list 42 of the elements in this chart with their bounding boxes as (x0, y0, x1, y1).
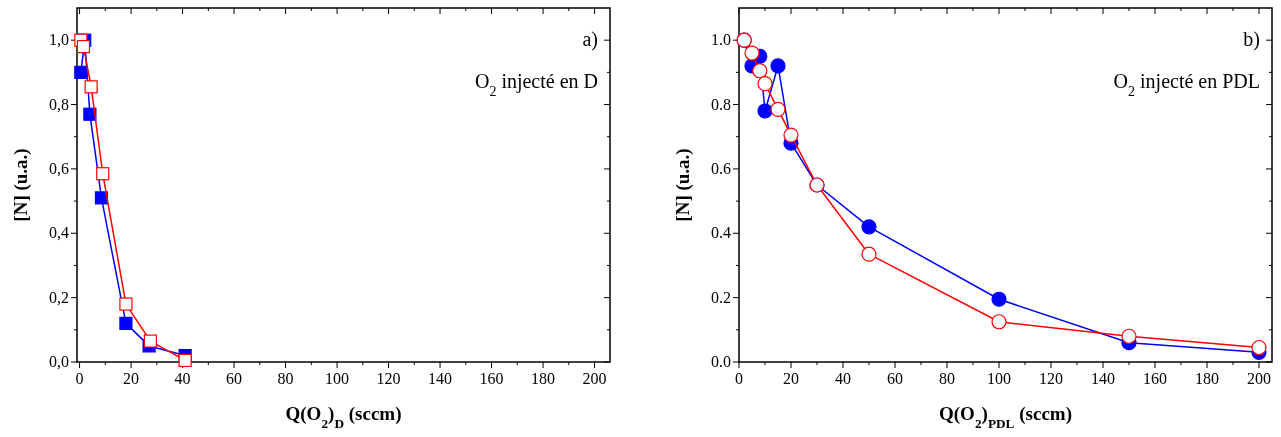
x-tick-label: 160 (1143, 370, 1167, 387)
annotation: O$_{2}$ injecté en D (474, 70, 598, 99)
x-tick-label: 20 (123, 370, 140, 387)
x-tick-label: 20 (783, 370, 799, 387)
annotation: O$_{2}$ injecté en PDL (1113, 70, 1260, 99)
x-axis-title: Q(O$_{2}$)$_{D}$ (sccm) (285, 403, 402, 431)
y-tick-label: 0,8 (49, 95, 69, 113)
y-tick-label: 0,4 (49, 224, 69, 242)
x-tick-label: 100 (325, 370, 350, 387)
y-tick-label: 1.0 (711, 31, 731, 49)
x-tick-label: 0 (735, 370, 743, 387)
x-tick-label: 140 (428, 370, 453, 387)
x-tick-label: 80 (939, 370, 955, 387)
x-tick-label: 160 (479, 370, 504, 387)
y-tick-label: 0,6 (49, 159, 69, 177)
y-axis-title: [N] (u.a.) (10, 148, 32, 222)
y-tick-label: 0.0 (711, 353, 731, 370)
y-axis-title: [N] (u.a.) (672, 148, 694, 222)
y-tick-label: 0,2 (49, 288, 69, 306)
annotation: b) (1243, 28, 1260, 51)
x-axis-title: Q(O$_{2}$)$_{PDL}$ (sccm) (939, 403, 1072, 431)
x-tick-label: 40 (174, 370, 191, 387)
y-tick-label: 0.8 (711, 95, 731, 113)
x-tick-label: 40 (835, 370, 851, 387)
x-tick-label: 140 (1091, 370, 1115, 387)
y-tick-label: 0.4 (711, 224, 731, 242)
x-tick-label: 180 (1195, 370, 1219, 387)
y-tick-label: 1,0 (49, 31, 69, 49)
x-tick-label: 120 (376, 370, 401, 387)
annotation: a) (582, 28, 598, 51)
x-tick-label: 120 (1039, 370, 1063, 387)
x-tick-label: 60 (887, 370, 903, 387)
x-tick-label: 180 (531, 370, 556, 387)
y-tick-label: 0.2 (711, 288, 731, 306)
y-tick-label: 0,0 (49, 353, 69, 370)
x-tick-label: 60 (226, 370, 243, 387)
x-tick-label: 0 (75, 370, 84, 387)
x-tick-label: 200 (1247, 370, 1271, 387)
x-tick-label: 100 (987, 370, 1011, 387)
y-tick-label: 0.6 (711, 159, 731, 177)
x-tick-label: 80 (277, 370, 294, 387)
x-tick-label: 200 (582, 370, 607, 387)
